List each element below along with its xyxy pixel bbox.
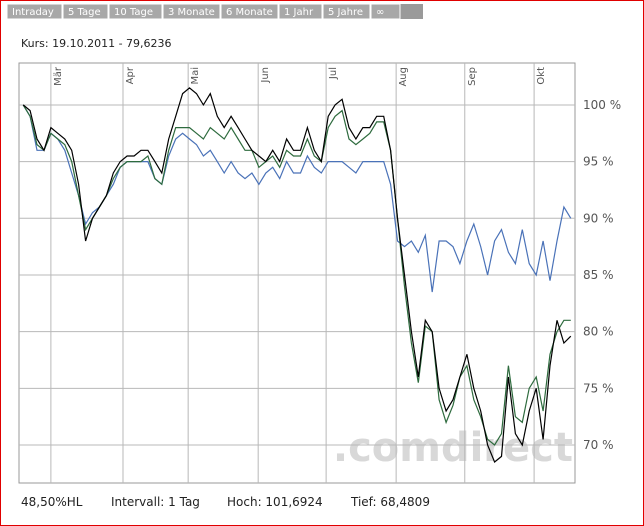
tabs: Intraday 5 Tage 10 Tage 3 Monate 6 Monate 1 J… bbox=[6, 3, 401, 20]
y-tick-label: 75 % bbox=[583, 381, 614, 395]
footer-stat: Intervall: 1 Tag bbox=[111, 495, 200, 509]
plot-area bbox=[18, 62, 576, 484]
tab[interactable] bbox=[278, 3, 323, 20]
x-tick-label: Jul bbox=[328, 67, 339, 80]
tab-label[interactable]: 5 Jahre bbox=[328, 7, 363, 18]
footer-stat: 48,50%HL bbox=[21, 495, 83, 509]
watermark: .comdirect bbox=[333, 425, 573, 471]
footer-stat: Hoch: 101,6924 bbox=[227, 495, 323, 509]
tab-label[interactable]: 5 Tage bbox=[68, 7, 101, 18]
tab-label[interactable]: 3 Monate bbox=[168, 7, 215, 18]
x-tick-label: Mär bbox=[53, 66, 64, 86]
series-line bbox=[22, 104, 572, 293]
x-tick-label: Apr bbox=[125, 66, 136, 84]
series-line bbox=[22, 87, 572, 463]
tab[interactable] bbox=[6, 3, 63, 20]
x-tick-label: Okt bbox=[536, 67, 547, 85]
y-tick-label: 95 % bbox=[583, 155, 614, 169]
tab[interactable] bbox=[322, 3, 371, 20]
y-tick-label: 90 % bbox=[583, 211, 614, 225]
footer: 48,50%HL Intervall: 1 Tag Hoch: 101,6924 Ti… bbox=[21, 495, 430, 509]
y-tick-label: 100 % bbox=[583, 98, 621, 112]
x-tick-label: Aug bbox=[398, 67, 409, 87]
x-tick-label: Jun bbox=[260, 67, 271, 84]
y-tick-label: 85 % bbox=[583, 268, 614, 282]
grid: 70 % 75 % 80 % 85 % 90 % 95 % 100 % Mär Apr Mai Ju… bbox=[19, 63, 621, 483]
tab-label[interactable]: ∞ bbox=[376, 7, 384, 18]
series-line bbox=[22, 104, 571, 446]
y-tick-label: 80 % bbox=[583, 325, 614, 339]
tab-label[interactable]: 10 Tage bbox=[114, 7, 153, 18]
tab[interactable] bbox=[62, 3, 109, 20]
footer-stat: Tief: 68,4809 bbox=[350, 495, 430, 509]
x-tick-label: Sep bbox=[467, 67, 478, 86]
tab[interactable] bbox=[220, 3, 279, 20]
chart-title: Kurs: 19.10.2011 - 79,6236 bbox=[21, 37, 172, 50]
lines bbox=[22, 87, 572, 463]
tab[interactable] bbox=[108, 3, 163, 20]
tab-label[interactable]: 6 Monate bbox=[226, 7, 273, 18]
tab-label[interactable]: Intraday bbox=[12, 7, 54, 18]
tab[interactable] bbox=[162, 3, 221, 20]
tab-label[interactable]: 1 Jahr bbox=[284, 7, 314, 18]
y-tick-label: 70 % bbox=[583, 438, 614, 452]
x-tick-label: Mai bbox=[190, 67, 201, 85]
tab[interactable] bbox=[370, 3, 401, 20]
